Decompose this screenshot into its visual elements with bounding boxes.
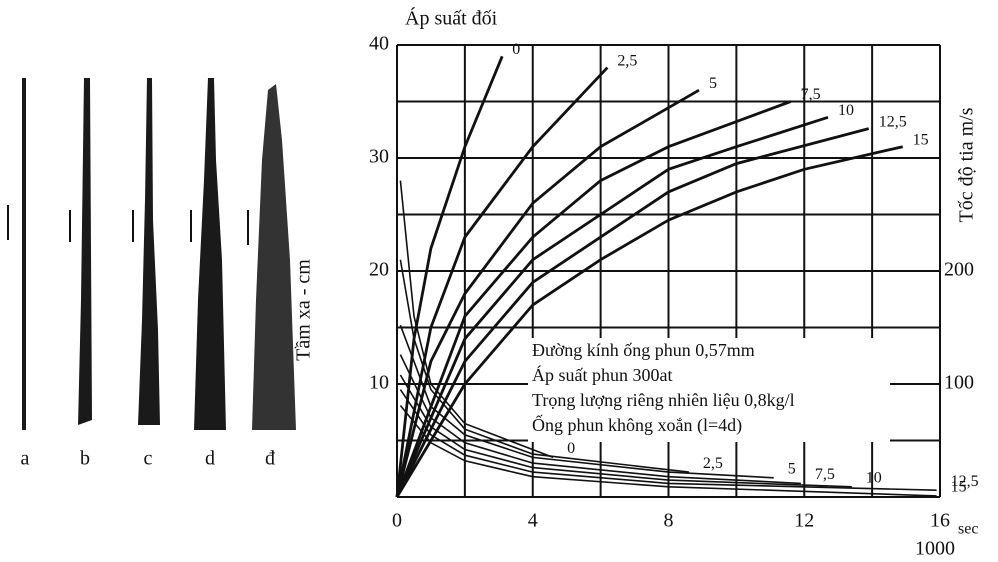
x-tick-label: 8 (664, 510, 674, 532)
series-label: 15 (913, 131, 929, 148)
x-tick-label: 0 (392, 510, 402, 532)
spray-label: đ (265, 448, 275, 470)
y-tick-label: 10 (369, 372, 389, 394)
x-tick-label: 12 (794, 510, 814, 532)
line (399, 324, 774, 479)
annotation: Trọng lượng riêng nhiên liệu 0,8kg/l (532, 390, 795, 410)
y2-tick-label: 200 (944, 259, 974, 281)
spray-c (138, 78, 160, 425)
line (395, 100, 792, 498)
annotation-box (528, 338, 890, 442)
arrows (7, 205, 249, 245)
line (399, 259, 689, 473)
line (395, 127, 870, 498)
series-label: 0 (567, 440, 575, 457)
series-label: 5 (709, 75, 717, 92)
y-tick-label: 20 (369, 259, 389, 281)
y-tick-label: 40 (369, 33, 389, 55)
series-label: 10 (838, 102, 854, 119)
series-label: 12,5 (951, 473, 979, 490)
spray-a (22, 78, 26, 430)
spray-label: a (21, 448, 30, 470)
annotation: Đường kính ống phun 0,57mm (532, 340, 755, 360)
y-axis-label: Tầm xa - cm (293, 259, 315, 361)
spray-dd (252, 84, 296, 430)
line (399, 404, 937, 497)
annotation: Ống phun không xoắn (l=4d) (532, 414, 742, 436)
x-tick-label: 4 (528, 510, 538, 532)
y2-tick-label: 100 (944, 372, 974, 394)
line (395, 55, 504, 498)
series-label: 15 (951, 479, 967, 496)
series-label: 5 (788, 460, 796, 477)
line (395, 88, 700, 498)
line (395, 66, 609, 498)
top-label: Áp suất đối (405, 7, 498, 30)
series-label: 0 (512, 41, 520, 58)
spray-label: c (144, 448, 153, 470)
line (399, 389, 937, 491)
x-unit: 1000 (915, 538, 955, 560)
line (399, 180, 554, 459)
series-label: 12,5 (879, 113, 907, 130)
y2-axis-label: Tốc độ tia m/s (956, 107, 978, 222)
line (399, 354, 801, 485)
series-label: 7,5 (801, 86, 821, 103)
series-label: 10 (866, 470, 882, 487)
x-unit: sec (958, 521, 978, 538)
spray-images (7, 78, 296, 430)
line (395, 115, 829, 498)
annotation: Áp suất phun 300at (532, 364, 672, 385)
y-tick-label: 30 (369, 146, 389, 168)
series-label: 2,5 (703, 455, 723, 472)
spray-label: b (80, 448, 90, 470)
series-label: 2,5 (617, 52, 637, 69)
spray-b (78, 78, 92, 425)
line (399, 374, 852, 488)
x-tick-label: 16 (930, 510, 950, 532)
line (395, 145, 904, 498)
spray-d (194, 78, 226, 430)
spray-label: d (205, 448, 215, 470)
series-label: 7,5 (815, 466, 835, 483)
